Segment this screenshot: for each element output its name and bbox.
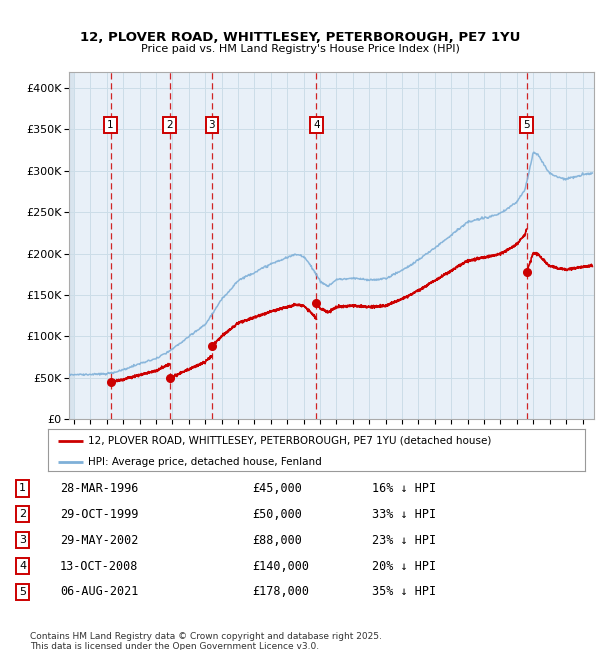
Text: £140,000: £140,000 bbox=[252, 560, 309, 573]
Text: 28-MAR-1996: 28-MAR-1996 bbox=[60, 482, 139, 495]
Text: £45,000: £45,000 bbox=[252, 482, 302, 495]
Text: 5: 5 bbox=[19, 587, 26, 597]
Text: Contains HM Land Registry data © Crown copyright and database right 2025.
This d: Contains HM Land Registry data © Crown c… bbox=[30, 632, 382, 650]
Text: 29-MAY-2002: 29-MAY-2002 bbox=[60, 534, 139, 547]
Text: 06-AUG-2021: 06-AUG-2021 bbox=[60, 586, 139, 599]
Text: 16% ↓ HPI: 16% ↓ HPI bbox=[372, 482, 436, 495]
Text: 29-OCT-1999: 29-OCT-1999 bbox=[60, 508, 139, 521]
Text: 2: 2 bbox=[166, 120, 173, 130]
Text: 3: 3 bbox=[19, 535, 26, 545]
Text: Price paid vs. HM Land Registry's House Price Index (HPI): Price paid vs. HM Land Registry's House … bbox=[140, 44, 460, 55]
Text: 20% ↓ HPI: 20% ↓ HPI bbox=[372, 560, 436, 573]
Text: £50,000: £50,000 bbox=[252, 508, 302, 521]
Text: 4: 4 bbox=[19, 561, 26, 571]
Text: 23% ↓ HPI: 23% ↓ HPI bbox=[372, 534, 436, 547]
Text: £88,000: £88,000 bbox=[252, 534, 302, 547]
Text: 13-OCT-2008: 13-OCT-2008 bbox=[60, 560, 139, 573]
Text: 12, PLOVER ROAD, WHITTLESEY, PETERBOROUGH, PE7 1YU (detached house): 12, PLOVER ROAD, WHITTLESEY, PETERBOROUG… bbox=[88, 436, 491, 446]
Text: 1: 1 bbox=[107, 120, 114, 130]
Text: 2: 2 bbox=[19, 510, 26, 519]
Text: HPI: Average price, detached house, Fenland: HPI: Average price, detached house, Fenl… bbox=[88, 457, 322, 467]
Text: 3: 3 bbox=[209, 120, 215, 130]
Text: 5: 5 bbox=[523, 120, 530, 130]
Text: 35% ↓ HPI: 35% ↓ HPI bbox=[372, 586, 436, 599]
Text: £178,000: £178,000 bbox=[252, 586, 309, 599]
Text: 1: 1 bbox=[19, 484, 26, 493]
Bar bbox=[69, 72, 74, 419]
Text: 12, PLOVER ROAD, WHITTLESEY, PETERBOROUGH, PE7 1YU: 12, PLOVER ROAD, WHITTLESEY, PETERBOROUG… bbox=[80, 31, 520, 44]
Text: 4: 4 bbox=[313, 120, 320, 130]
Text: 33% ↓ HPI: 33% ↓ HPI bbox=[372, 508, 436, 521]
